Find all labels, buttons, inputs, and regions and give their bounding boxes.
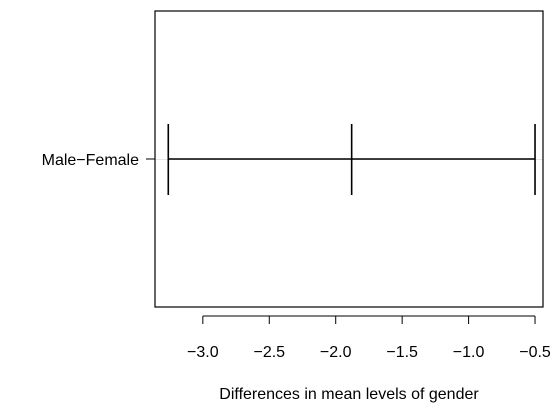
y-tick-label: Male−Female: [42, 152, 139, 169]
x-tick-label: −1.0: [453, 344, 485, 361]
x-tick-label: −2.5: [253, 344, 285, 361]
x-tick-label: −3.0: [187, 344, 219, 361]
x-tick-label: −2.0: [320, 344, 352, 361]
intervals: [167, 124, 536, 195]
x-tick-label: −0.5: [519, 344, 551, 361]
x-tick-label: −1.5: [386, 344, 418, 361]
x-axis-label: Differences in mean levels of gender: [219, 386, 479, 403]
x-axis: −3.0 −2.5 −2.0 −1.5 −1.0 −0.5: [187, 315, 551, 361]
y-axis: Male−Female: [42, 152, 155, 169]
